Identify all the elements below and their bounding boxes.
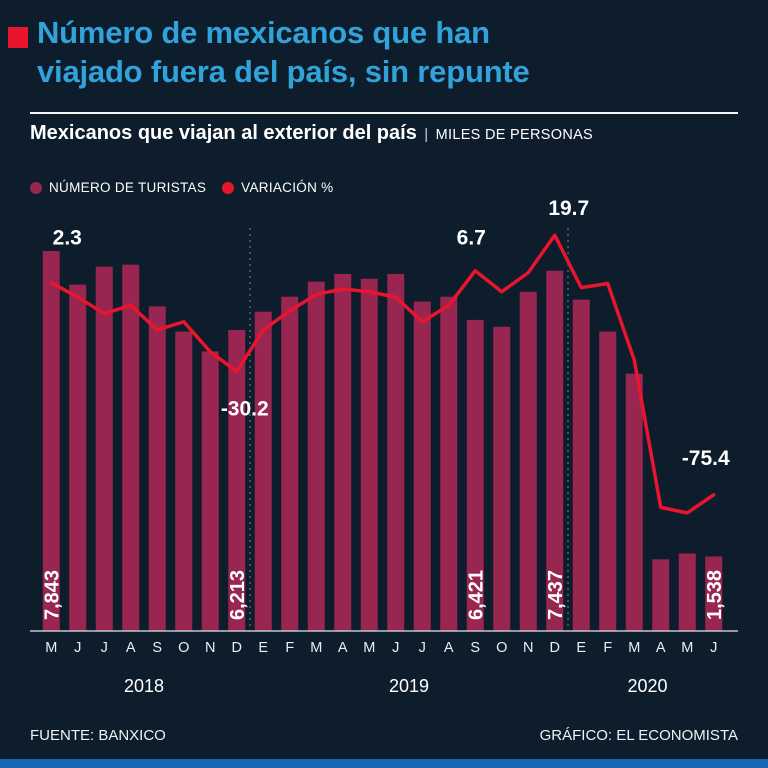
month-tick: F: [603, 640, 612, 656]
bar: [148, 306, 166, 631]
footer: FUENTE: BANXICO GRÁFICO: EL ECONOMISTA: [30, 727, 738, 744]
month-tick: M: [628, 640, 640, 656]
line-value-label: 6.7: [457, 227, 486, 250]
subtitle-separator: |: [424, 126, 429, 143]
page-title: Número de mexicanos que han viajado fuer…: [37, 13, 752, 91]
month-tick: J: [74, 640, 81, 656]
page-title-line1: Número de mexicanos que han: [37, 15, 490, 50]
bar: [281, 296, 299, 631]
bar: [360, 278, 378, 631]
month-tick: J: [710, 640, 717, 656]
bar: [42, 251, 60, 631]
bar: [440, 296, 458, 631]
month-tick: S: [152, 640, 162, 656]
page-title-line2: viajado fuera del país, sin repunte: [37, 54, 530, 89]
month-tick: S: [470, 640, 480, 656]
chart-units-label: MILES DE PERSONAS: [435, 127, 594, 143]
chart-subtitle-text: Mexicanos que viajan al exterior del paí…: [30, 122, 417, 144]
month-tick: D: [550, 640, 560, 656]
month-tick: N: [205, 640, 215, 656]
bar: [493, 326, 511, 631]
bar-value-label: 6,421: [465, 570, 487, 620]
variation-line: [49, 233, 716, 515]
legend-label-turistas: NÚMERO DE TURISTAS: [49, 180, 207, 195]
bar: [122, 264, 140, 631]
legend-item-turistas: NÚMERO DE TURISTAS: [30, 180, 206, 195]
bar-value-label: 1,538: [704, 570, 726, 620]
year-label: 2019: [389, 676, 429, 696]
bar: [228, 329, 246, 631]
variacion-dot-icon: [222, 181, 235, 194]
month-tick: J: [101, 640, 108, 656]
month-tick: M: [363, 640, 375, 656]
bar: [466, 319, 484, 631]
chart-subtitle: Mexicanos que viajan al exterior del paí…: [30, 121, 615, 148]
bar: [625, 373, 643, 631]
bar: [572, 299, 590, 631]
credit-label: GRÁFICO: EL ECONOMISTA: [539, 727, 738, 744]
bar: [705, 556, 723, 631]
bar-value-label: 7,843: [41, 570, 63, 620]
source-label: FUENTE: BANXICO: [30, 727, 166, 744]
chart-legend: NÚMERO DE TURISTAS VARIACIÓN %: [30, 180, 334, 195]
year-label: 2020: [627, 676, 667, 696]
turistas-dot-icon: [30, 181, 42, 194]
month-tick: J: [392, 640, 399, 656]
month-tick: O: [178, 640, 189, 656]
month-tick: M: [310, 640, 322, 656]
month-tick: A: [656, 640, 666, 656]
bar: [254, 311, 272, 631]
brand-accent-square-icon: [8, 27, 28, 48]
month-tick: O: [496, 640, 507, 656]
bar: [678, 553, 696, 631]
month-tick: M: [45, 640, 57, 656]
bar: [307, 281, 325, 631]
bar-value-label: 7,437: [545, 570, 567, 620]
month-tick: D: [232, 640, 242, 656]
bar: [652, 559, 670, 631]
line-value-label: -75.4: [682, 447, 730, 470]
bar: [334, 273, 352, 631]
legend-label-variacion: VARIACIÓN %: [241, 180, 334, 195]
bar: [387, 273, 405, 631]
bar: [95, 266, 113, 631]
bar: [201, 351, 219, 631]
legend-item-variacion: VARIACIÓN %: [222, 180, 333, 195]
month-tick: E: [258, 640, 268, 656]
bar-value-label: 6,213: [227, 570, 249, 620]
month-tick: A: [338, 640, 348, 656]
month-tick: J: [419, 640, 426, 656]
month-tick: A: [126, 640, 136, 656]
bar: [413, 301, 431, 631]
line-value-label: 19.7: [548, 197, 589, 220]
bar: [519, 291, 537, 631]
bar: [599, 331, 617, 631]
line-value-label: 2.3: [53, 227, 82, 250]
bar: [69, 284, 87, 631]
bottom-accent-bar: [0, 759, 768, 768]
month-tick: A: [444, 640, 454, 656]
title-divider: [30, 112, 738, 114]
month-tick: M: [681, 640, 693, 656]
bar: [546, 270, 564, 631]
year-label: 2018: [124, 676, 164, 696]
month-tick: E: [576, 640, 586, 656]
line-value-label: -30.2: [221, 397, 269, 420]
bar: [175, 331, 193, 631]
month-tick: F: [285, 640, 294, 656]
month-tick: N: [523, 640, 533, 656]
